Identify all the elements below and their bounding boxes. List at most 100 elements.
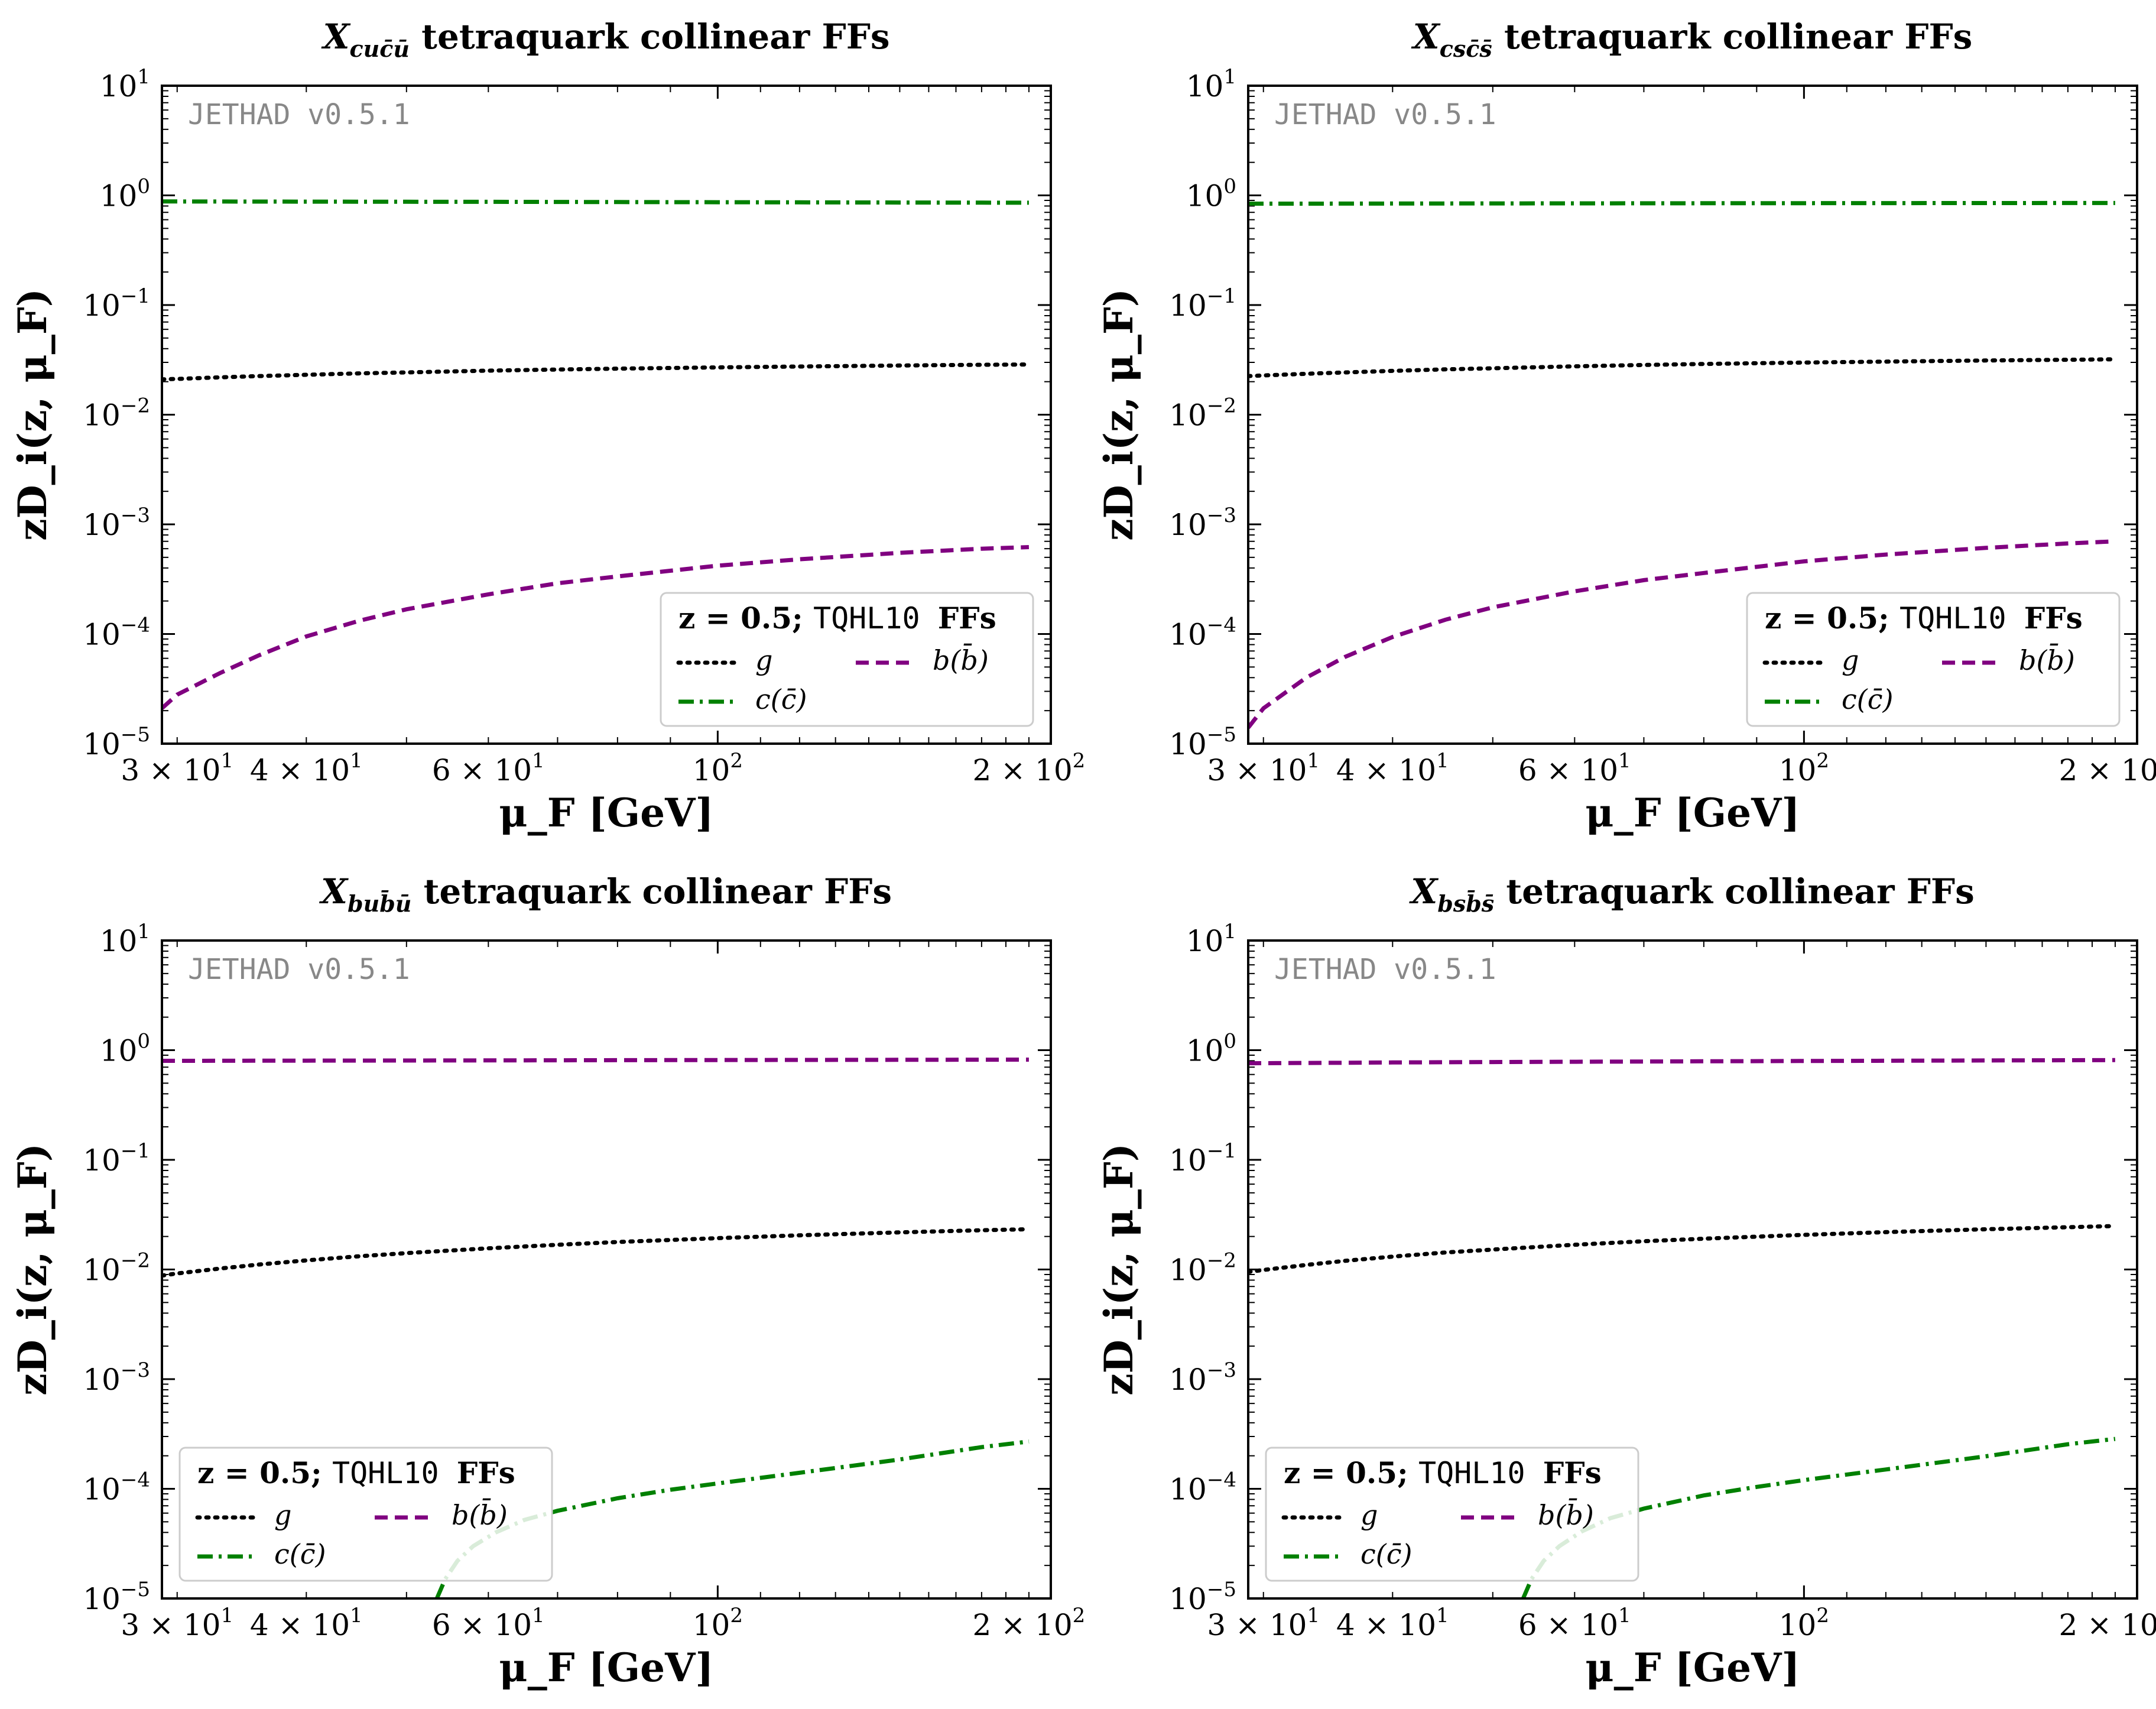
y-tick-label: 10−1 <box>83 284 150 323</box>
series-line-dotted <box>162 362 1031 382</box>
legend: z = 0.5; TQHL10 FFs g b(b̄) c(c̄) <box>1265 1447 1639 1582</box>
series-group <box>162 199 1031 710</box>
legend-b-label: b(b̄) <box>933 643 989 676</box>
series-line-dashed <box>1248 539 2116 729</box>
x-tick-label: 2 × 102 <box>973 749 1086 787</box>
legend-g-label: g <box>1361 1499 1378 1531</box>
y-tick-label: 10−1 <box>83 1139 150 1178</box>
x-tick-label: 4 × 101 <box>1336 749 1449 787</box>
y-tick-label: 10−1 <box>1169 284 1236 323</box>
series-line-dashdot <box>162 199 1029 205</box>
series-group <box>162 1058 1031 1598</box>
chart-svg: Xbub̄ū tetraquark collinear FFs 101 100 10−… <box>9 871 1085 1691</box>
watermark: JETHAD v0.5.1 <box>188 953 410 986</box>
x-tick-label: 6 × 101 <box>1518 749 1631 787</box>
y-axis-label: zD_i(z, μ_F) <box>9 288 56 541</box>
y-tick-label: 10−3 <box>1169 1358 1236 1397</box>
chart-title: Xcuc̄ū tetraquark collinear FFs <box>320 17 889 62</box>
plot-frame <box>1247 939 2138 1600</box>
x-tick-label: 102 <box>693 749 743 787</box>
series-line-dotted <box>162 1227 1031 1278</box>
y-tick-label: 10−3 <box>83 504 150 542</box>
legend-g-label: g <box>755 644 772 676</box>
x-tick-label: 3 × 101 <box>121 1604 233 1642</box>
y-tick-label: 10−5 <box>83 723 150 761</box>
chart-title: Xcsc̄s̄ tetraquark collinear FFs <box>1411 17 1973 62</box>
legend-c-label: c(c̄) <box>1361 1538 1412 1570</box>
x-tick-label: 102 <box>693 1604 743 1642</box>
plot-frame <box>161 939 1052 1600</box>
x-tick-label: 102 <box>1779 1604 1829 1642</box>
y-tick-label: 101 <box>100 65 150 103</box>
series-line-dashed <box>1248 1058 2115 1066</box>
y-tick-label: 10−4 <box>83 1468 150 1507</box>
x-tick-label: 6 × 101 <box>1518 1604 1631 1642</box>
y-tick-label: 101 <box>100 920 150 958</box>
legend-c-label: c(c̄) <box>755 683 807 715</box>
x-tick-label: 2 × 102 <box>973 1604 1086 1642</box>
y-tick-label: 10−3 <box>83 1358 150 1397</box>
legend-g-label: g <box>1842 644 1859 676</box>
chart-panel-4: Xbsb̄s̄ tetraquark collinear FFs 101 100 10… <box>1086 855 2156 1709</box>
y-tick-label: 10−3 <box>1169 504 1236 542</box>
legend-box <box>1746 592 2121 727</box>
y-tick-label: 100 <box>100 175 150 213</box>
legend-b-label: b(b̄) <box>2019 643 2075 676</box>
watermark: JETHAD v0.5.1 <box>1274 953 1496 986</box>
y-tick-label: 10−2 <box>83 1249 150 1288</box>
series-line-dotted <box>1248 357 2118 378</box>
chart-title: Xbsb̄s̄ tetraquark collinear FFs <box>1408 871 1975 917</box>
y-tick-label: 10−1 <box>1169 1139 1236 1178</box>
chart-svg: Xcuc̄ū tetraquark collinear FFs 101 100 10−… <box>9 17 1085 836</box>
y-tick-label: 10−2 <box>83 394 150 433</box>
legend-title: z = 0.5; TQHL10 FFs <box>1765 601 2083 635</box>
x-axis-label: μ_F [GeV] <box>1585 790 1800 836</box>
watermark: JETHAD v0.5.1 <box>188 98 410 131</box>
x-axis-label: μ_F [GeV] <box>1585 1645 1800 1691</box>
y-axis-label: zD_i(z, μ_F) <box>1096 1143 1142 1396</box>
y-tick-label: 100 <box>100 1030 150 1068</box>
series-line-dotted <box>1248 1224 2118 1275</box>
y-tick-label: 10−4 <box>83 614 150 652</box>
legend: z = 0.5; TQHL10 FFs g b(b̄) c(c̄) <box>178 1447 553 1582</box>
x-tick-label: 4 × 101 <box>1336 1604 1449 1642</box>
legend-box <box>178 1447 553 1582</box>
watermark: JETHAD v0.5.1 <box>1274 98 1496 131</box>
y-tick-label: 10−4 <box>1169 1468 1236 1507</box>
series-line-dashdot <box>1521 1436 2116 1598</box>
legend-title: z = 0.5; TQHL10 FFs <box>197 1455 515 1490</box>
series-line-dashed <box>162 1058 1029 1063</box>
legend-title: z = 0.5; TQHL10 FFs <box>678 601 996 635</box>
plot-frame <box>161 85 1052 745</box>
y-tick-label: 10−5 <box>1169 1578 1236 1616</box>
x-tick-label: 6 × 101 <box>432 1604 545 1642</box>
series-group <box>1248 1058 2118 1598</box>
legend: z = 0.5; TQHL10 FFs g b(b̄) c(c̄) <box>660 592 1034 727</box>
x-tick-label: 3 × 101 <box>1207 1604 1320 1642</box>
x-tick-label: 3 × 101 <box>121 749 233 787</box>
y-axis-label: zD_i(z, μ_F) <box>9 1143 56 1396</box>
x-tick-label: 102 <box>1779 749 1829 787</box>
x-tick-label: 3 × 101 <box>1207 749 1320 787</box>
series-line-dashed <box>162 545 1030 710</box>
chart-title: Xbub̄ū tetraquark collinear FFs <box>319 871 892 917</box>
y-tick-label: 10−2 <box>1169 1249 1236 1288</box>
series-group <box>1248 200 2118 729</box>
y-tick-label: 100 <box>1186 175 1236 213</box>
chart-panel-1: Xcuc̄ū tetraquark collinear FFs 101 100 10−… <box>0 0 1085 854</box>
y-tick-label: 101 <box>1186 65 1236 103</box>
legend: z = 0.5; TQHL10 FFs g b(b̄) c(c̄) <box>1746 592 2121 727</box>
legend-g-label: g <box>274 1499 291 1531</box>
legend-c-label: c(c̄) <box>1842 683 1893 715</box>
legend-box <box>1265 1447 1639 1582</box>
y-tick-label: 10−2 <box>1169 394 1236 433</box>
y-tick-label: 101 <box>1186 920 1236 958</box>
x-tick-label: 4 × 101 <box>250 749 363 787</box>
plot-frame <box>1247 85 2138 745</box>
x-axis-label: μ_F [GeV] <box>499 1645 713 1691</box>
y-tick-label: 10−5 <box>83 1578 150 1616</box>
y-tick-label: 10−5 <box>1169 723 1236 761</box>
series-line-dashdot <box>434 1439 1030 1598</box>
chart-svg: Xbsb̄s̄ tetraquark collinear FFs 101 100 10… <box>1096 871 2156 1691</box>
legend-b-label: b(b̄) <box>1538 1497 1594 1531</box>
